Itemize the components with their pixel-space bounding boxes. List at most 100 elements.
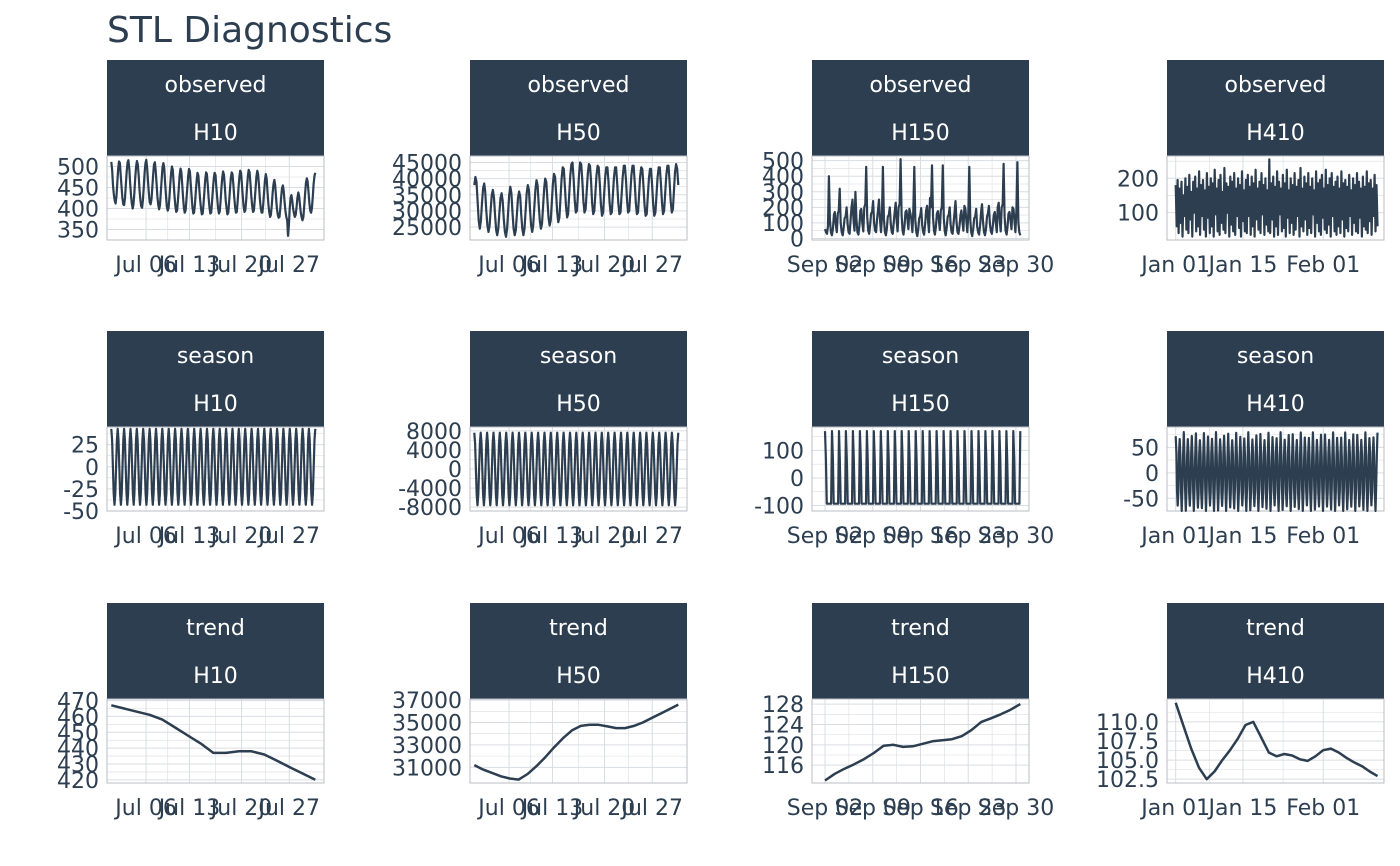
x-tick-label: Jul 06 <box>476 796 540 821</box>
facet-strip <box>812 60 1029 156</box>
x-tick-label: Sep 09 <box>835 796 911 821</box>
strip-component-label: observed <box>1225 73 1327 98</box>
series-line <box>823 158 1022 238</box>
y-tick-label: 0 <box>790 227 804 252</box>
y-tick-label: 200 <box>762 196 804 221</box>
x-tick-label: Jan 01 <box>1139 253 1210 278</box>
x-tick-label: Jul 06 <box>113 524 177 549</box>
panel-border <box>469 426 688 512</box>
y-tick-label: 37000 <box>392 689 462 714</box>
panel-border <box>1166 426 1385 512</box>
x-tick-label: Jul 13 <box>520 796 584 821</box>
y-tick-label: 110.0 <box>1096 711 1159 736</box>
x-tick-label: Jul 20 <box>209 796 273 821</box>
x-tick-label: Jul 27 <box>257 253 321 278</box>
y-tick-label: 4000 <box>406 439 462 464</box>
panel-border <box>469 698 688 784</box>
facet-strip <box>812 603 1029 699</box>
series-line <box>473 703 679 781</box>
strip-series-label: H50 <box>556 121 601 146</box>
x-tick-label: Jul 20 <box>572 796 636 821</box>
strip-series-label: H150 <box>891 664 950 689</box>
y-tick-label: -100 <box>754 494 804 519</box>
y-tick-label: 300 <box>762 181 804 206</box>
chart-title: STL Diagnostics <box>107 10 393 51</box>
series-line <box>473 161 680 238</box>
y-tick-label: 35000 <box>392 184 462 209</box>
y-tick-label: 100 <box>762 439 804 464</box>
x-tick-label: Jul 27 <box>620 524 684 549</box>
facet-strip <box>1167 603 1384 699</box>
x-tick-label: Jan 15 <box>1206 524 1277 549</box>
x-tick-label: Jul 06 <box>113 796 177 821</box>
y-tick-label: 107.5 <box>1096 730 1159 755</box>
x-tick-label: Jul 06 <box>476 524 540 549</box>
x-tick-label: Jan 15 <box>1206 796 1277 821</box>
x-tick-label: Jul 13 <box>520 524 584 549</box>
y-tick-label: 25 <box>71 434 99 459</box>
y-tick-label: 100 <box>762 212 804 237</box>
strip-series-label: H410 <box>1246 664 1305 689</box>
x-tick-label: Jan 01 <box>1139 524 1210 549</box>
x-tick-label: Jul 20 <box>209 524 273 549</box>
y-tick-label: 450 <box>57 177 99 202</box>
strip-component-label: season <box>177 344 254 369</box>
x-tick-label: Sep 23 <box>930 796 1006 821</box>
y-tick-label: 440 <box>57 737 99 762</box>
x-tick-label: Sep 30 <box>978 524 1054 549</box>
strip-component-label: observed <box>870 73 972 98</box>
x-tick-label: Jul 27 <box>620 796 684 821</box>
x-tick-label: Sep 02 <box>787 253 863 278</box>
facet-strip <box>470 603 687 699</box>
y-tick-label: 50 <box>1131 436 1159 461</box>
x-tick-label: Sep 16 <box>882 253 958 278</box>
series-line <box>473 431 680 507</box>
facet-strip <box>1167 331 1384 427</box>
x-tick-label: Jan 01 <box>1139 796 1210 821</box>
strip-component-label: trend <box>1246 616 1305 641</box>
panel-border <box>811 698 1030 784</box>
y-tick-label: 31000 <box>392 756 462 781</box>
series-line <box>1174 702 1379 781</box>
x-tick-label: Jul 27 <box>257 524 321 549</box>
facet-strip <box>107 331 324 427</box>
y-tick-label: 0 <box>448 458 462 483</box>
strip-series-label: H50 <box>556 392 601 417</box>
facet-strip <box>107 60 324 156</box>
series-line <box>824 703 1021 782</box>
strip-series-label: H10 <box>193 392 238 417</box>
x-tick-label: Sep 02 <box>787 796 863 821</box>
y-tick-label: 40000 <box>392 168 462 193</box>
y-tick-label: 450 <box>57 721 99 746</box>
x-tick-label: Sep 23 <box>930 524 1006 549</box>
strip-series-label: H10 <box>193 664 238 689</box>
x-tick-label: Sep 02 <box>787 524 863 549</box>
y-tick-label: 460 <box>57 705 99 730</box>
x-tick-label: Jan 15 <box>1206 253 1277 278</box>
x-tick-label: Jul 13 <box>157 524 221 549</box>
strip-series-label: H150 <box>891 121 950 146</box>
strip-component-label: observed <box>165 73 267 98</box>
strip-component-label: trend <box>891 616 950 641</box>
y-tick-label: 470 <box>57 690 99 715</box>
y-tick-label: 500 <box>762 150 804 175</box>
y-tick-label: 116 <box>762 754 804 779</box>
panel-border <box>469 155 688 241</box>
x-tick-label: Sep 30 <box>978 253 1054 278</box>
y-tick-label: 25000 <box>392 216 462 241</box>
facet-strip <box>107 603 324 699</box>
series-line <box>110 158 317 237</box>
x-tick-label: Jul 13 <box>157 253 221 278</box>
y-tick-label: 350 <box>57 219 99 244</box>
strip-series-label: H150 <box>891 392 950 417</box>
y-tick-label: 430 <box>57 753 99 778</box>
